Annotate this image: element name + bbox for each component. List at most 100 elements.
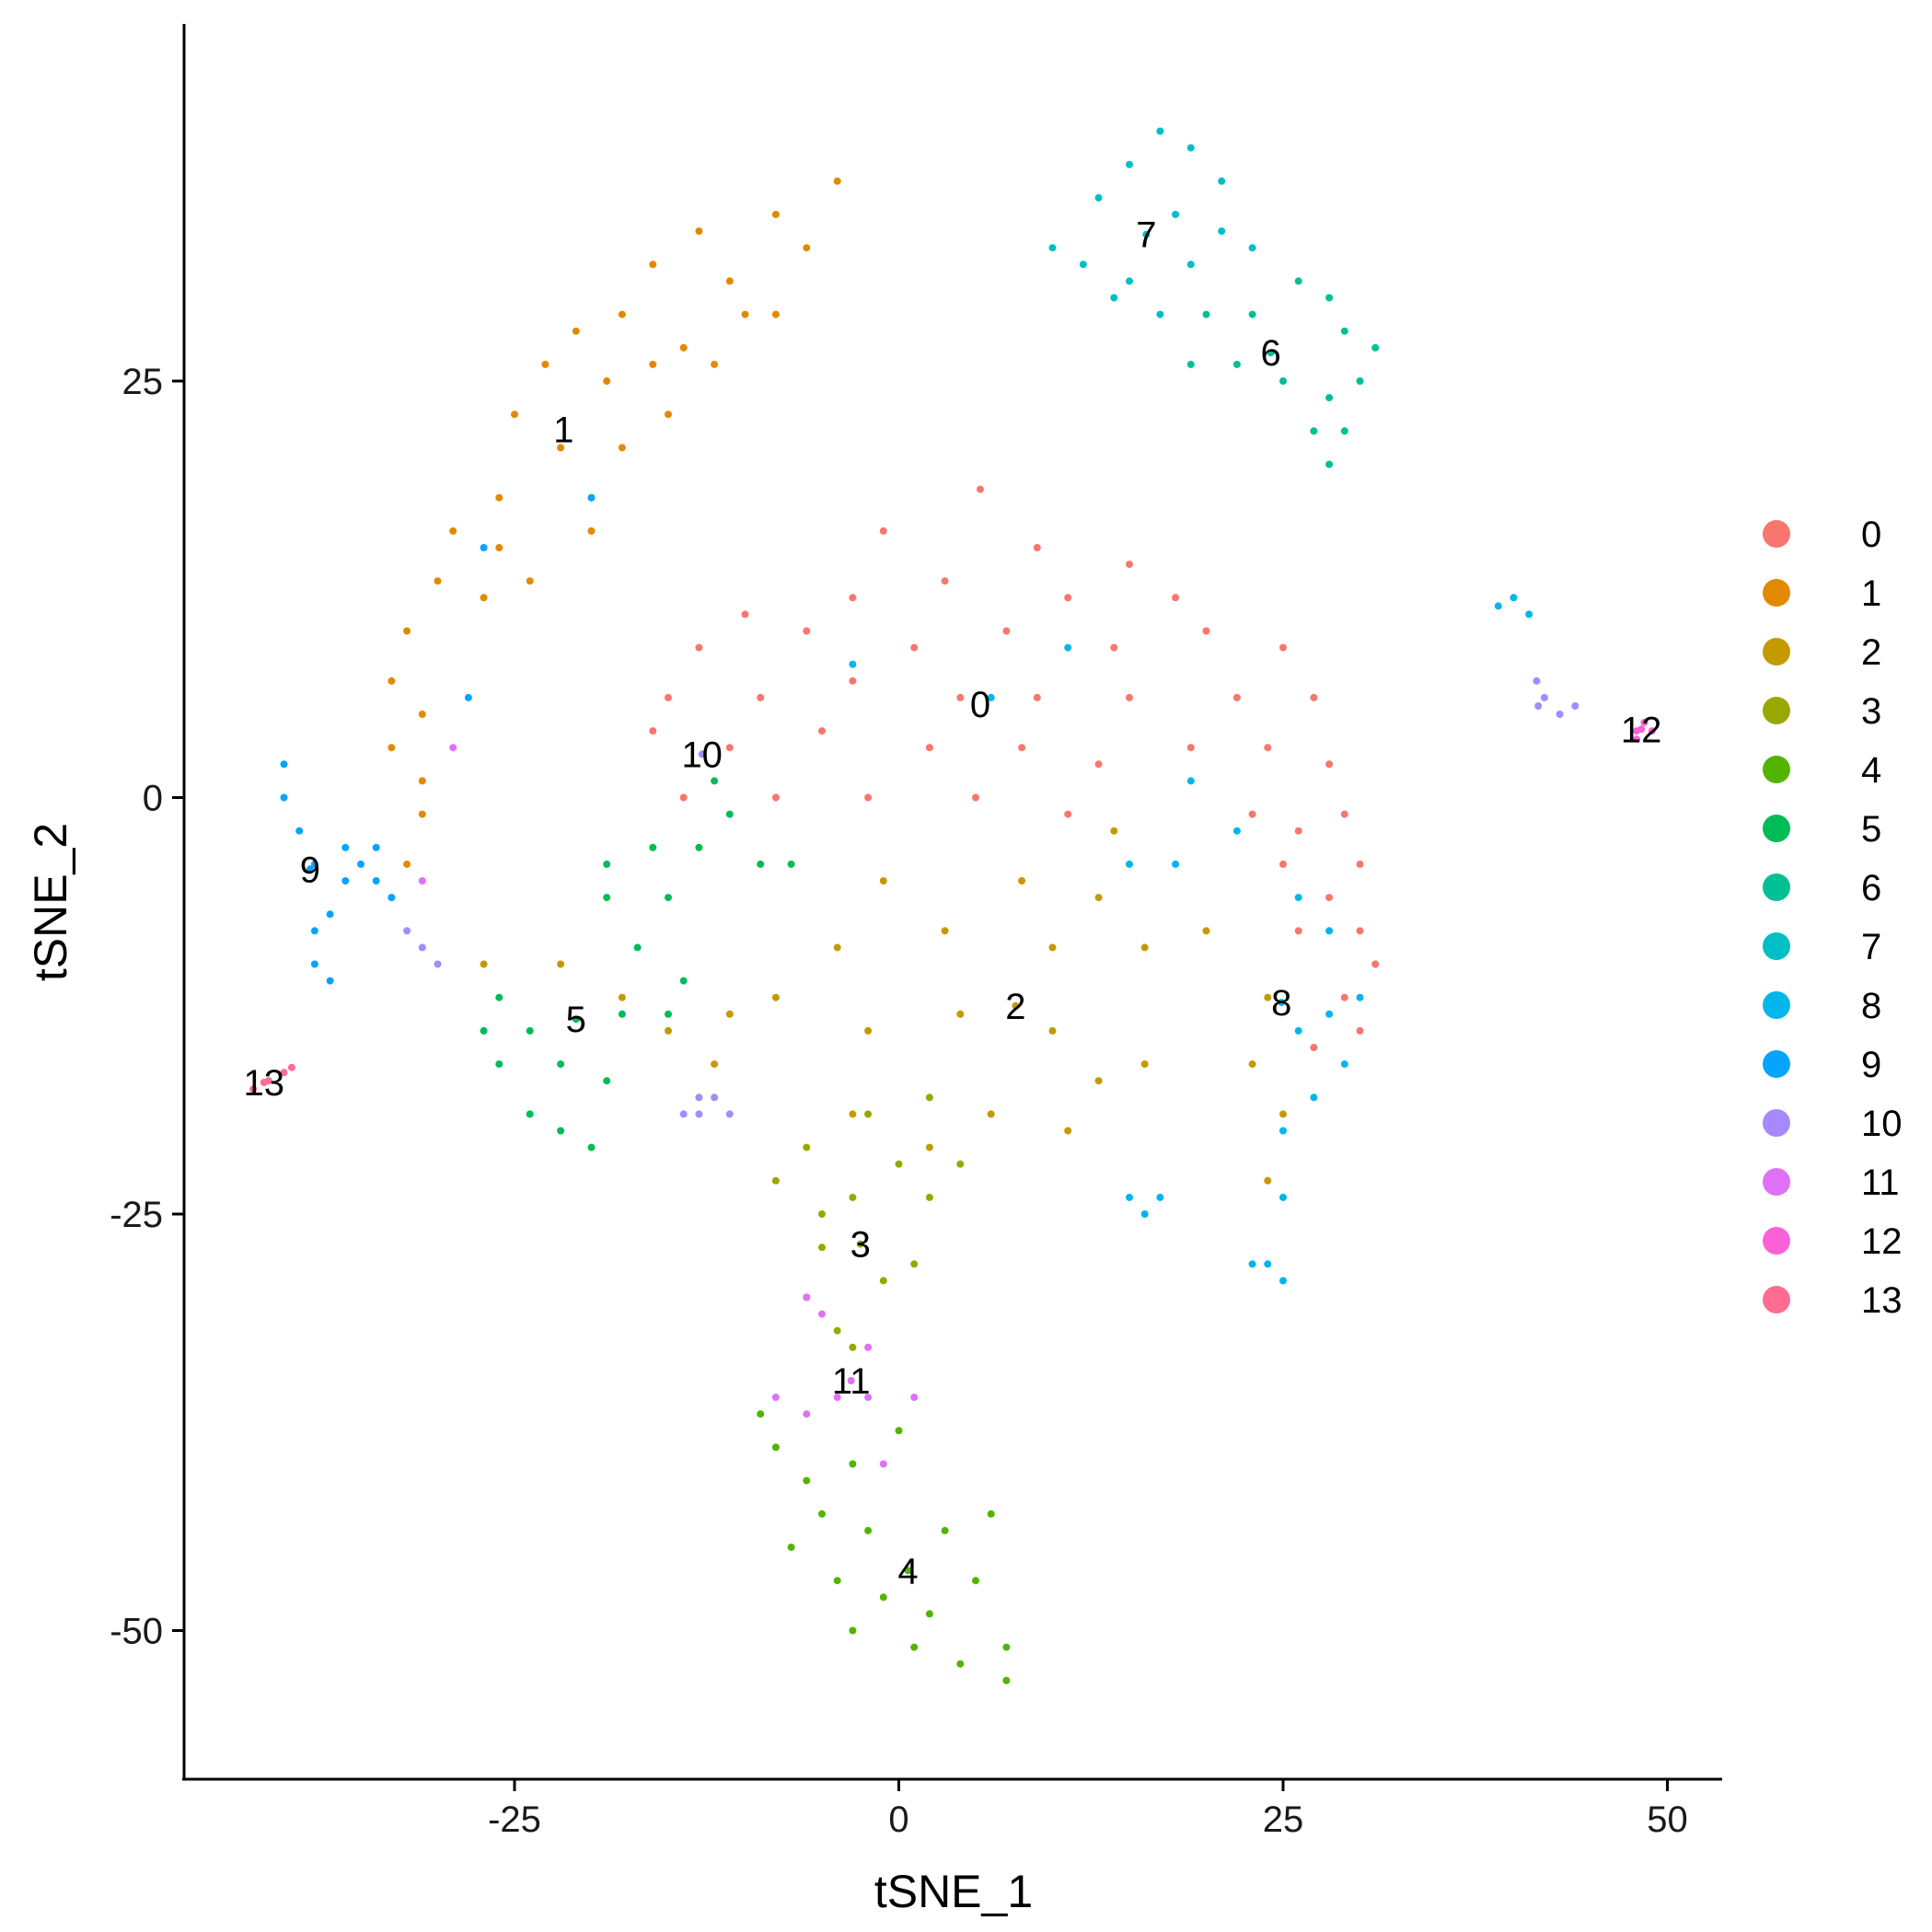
- point-cluster-6: [1340, 427, 1348, 435]
- point-cluster-0: [1248, 810, 1256, 818]
- point-cluster-0: [1064, 810, 1072, 818]
- point-cluster-3: [864, 1110, 873, 1118]
- point-cluster-7: [1048, 244, 1057, 252]
- legend-key-7: [1763, 932, 1790, 960]
- cluster-label-4: 4: [897, 1551, 918, 1591]
- legend-key-13: [1763, 1286, 1790, 1313]
- point-cluster-0: [941, 577, 949, 585]
- point-cluster-0: [910, 643, 919, 652]
- point-cluster-4: [972, 1577, 979, 1585]
- point-cluster-5: [757, 860, 765, 868]
- point-cluster-0: [1279, 860, 1287, 868]
- point-cluster-9: [310, 960, 318, 968]
- point-cluster-2: [956, 1010, 965, 1018]
- legend-key-5: [1763, 815, 1790, 842]
- point-cluster-7: [1172, 211, 1180, 218]
- point-cluster-1: [695, 227, 703, 236]
- point-cluster-1: [771, 310, 780, 318]
- point-cluster-10: [1534, 702, 1543, 710]
- point-cluster-7: [1218, 227, 1226, 236]
- point-cluster-2: [1094, 1077, 1103, 1085]
- point-cluster-11: [833, 1394, 841, 1402]
- point-cluster-0: [1018, 744, 1026, 752]
- point-cluster-1: [541, 360, 550, 368]
- point-cluster-8: [849, 660, 857, 668]
- point-cluster-8: [1294, 1026, 1302, 1035]
- point-cluster-8: [1494, 602, 1502, 610]
- point-cluster-2: [1048, 943, 1057, 952]
- point-cluster-4: [925, 1610, 933, 1618]
- point-cluster-1: [480, 594, 488, 602]
- point-cluster-1: [618, 310, 626, 318]
- point-cluster-4: [771, 1443, 780, 1452]
- point-cluster-4: [864, 1526, 873, 1534]
- point-cluster-11: [864, 1343, 873, 1351]
- point-cluster-0: [1356, 1026, 1364, 1035]
- point-cluster-0: [1264, 744, 1272, 752]
- y-axis-ticks: 25 0 -25 -50: [110, 362, 184, 1652]
- point-cluster-2: [480, 960, 488, 968]
- point-cluster-5: [557, 1060, 565, 1069]
- point-cluster-11: [864, 1394, 873, 1402]
- point-cluster-8: [1356, 993, 1364, 1001]
- point-cluster-0: [1294, 827, 1302, 835]
- legend-label-4: 4: [1861, 750, 1881, 791]
- point-cluster-3: [818, 1210, 826, 1218]
- legend-label-0: 0: [1861, 515, 1881, 555]
- point-cluster-4: [787, 1544, 795, 1551]
- point-cluster-4: [833, 1577, 841, 1585]
- legend-key-1: [1763, 579, 1790, 607]
- point-cluster-5: [633, 943, 642, 952]
- point-cluster-6: [1248, 310, 1256, 318]
- point-cluster-10: [695, 1110, 703, 1118]
- point-cluster-7: [1186, 144, 1195, 152]
- point-cluster-5: [603, 894, 611, 902]
- point-cluster-3: [895, 1160, 903, 1168]
- point-cluster-3: [849, 1343, 857, 1351]
- point-cluster-3: [856, 1240, 864, 1248]
- point-cluster-8: [1279, 1193, 1287, 1201]
- point-cluster-0: [1340, 993, 1348, 1001]
- point-cluster-8: [1279, 1127, 1287, 1135]
- point-cluster-1: [649, 360, 657, 368]
- point-cluster-1: [603, 377, 611, 385]
- point-cluster-11: [771, 1394, 780, 1402]
- x-tick-label: -25: [488, 1799, 541, 1840]
- legend-key-3: [1763, 697, 1790, 724]
- point-cluster-0: [1202, 627, 1210, 635]
- legend-key-2: [1763, 638, 1790, 665]
- point-cluster-0: [1294, 927, 1302, 935]
- point-cluster-6: [1325, 294, 1334, 302]
- point-cluster-3: [803, 1143, 811, 1151]
- y-tick-label: -25: [110, 1195, 163, 1235]
- legend-label-5: 5: [1861, 809, 1881, 850]
- point-cluster-13: [287, 1063, 295, 1071]
- point-cluster-8: [1510, 594, 1518, 602]
- legend-label-6: 6: [1861, 868, 1881, 908]
- point-cluster-13: [264, 1077, 272, 1085]
- point-cluster-9: [310, 860, 318, 868]
- point-cluster-2: [665, 1026, 672, 1035]
- point-cluster-2: [1264, 1176, 1272, 1185]
- point-cluster-11: [418, 877, 426, 885]
- point-cluster-10: [698, 750, 706, 758]
- cluster-label-1: 1: [553, 411, 573, 451]
- point-cluster-1: [403, 627, 411, 635]
- point-cluster-5: [725, 810, 734, 818]
- point-cluster-0: [1325, 760, 1334, 769]
- point-cluster-7: [1094, 193, 1103, 202]
- point-cluster-5: [787, 860, 795, 868]
- point-cluster-1: [741, 310, 749, 318]
- cluster-label-10: 10: [681, 735, 723, 775]
- point-cluster-5: [526, 1110, 534, 1118]
- point-cluster-9: [587, 493, 596, 502]
- point-cluster-1: [495, 493, 503, 502]
- legend-label-1: 1: [1861, 573, 1881, 614]
- point-cluster-0: [649, 727, 657, 735]
- y-tick-label: -50: [110, 1612, 163, 1652]
- point-cluster-7: [1142, 230, 1151, 238]
- point-cluster-2: [771, 993, 780, 1001]
- point-cluster-5: [495, 1060, 503, 1069]
- point-cluster-3: [879, 1277, 887, 1285]
- point-cluster-1: [679, 343, 688, 352]
